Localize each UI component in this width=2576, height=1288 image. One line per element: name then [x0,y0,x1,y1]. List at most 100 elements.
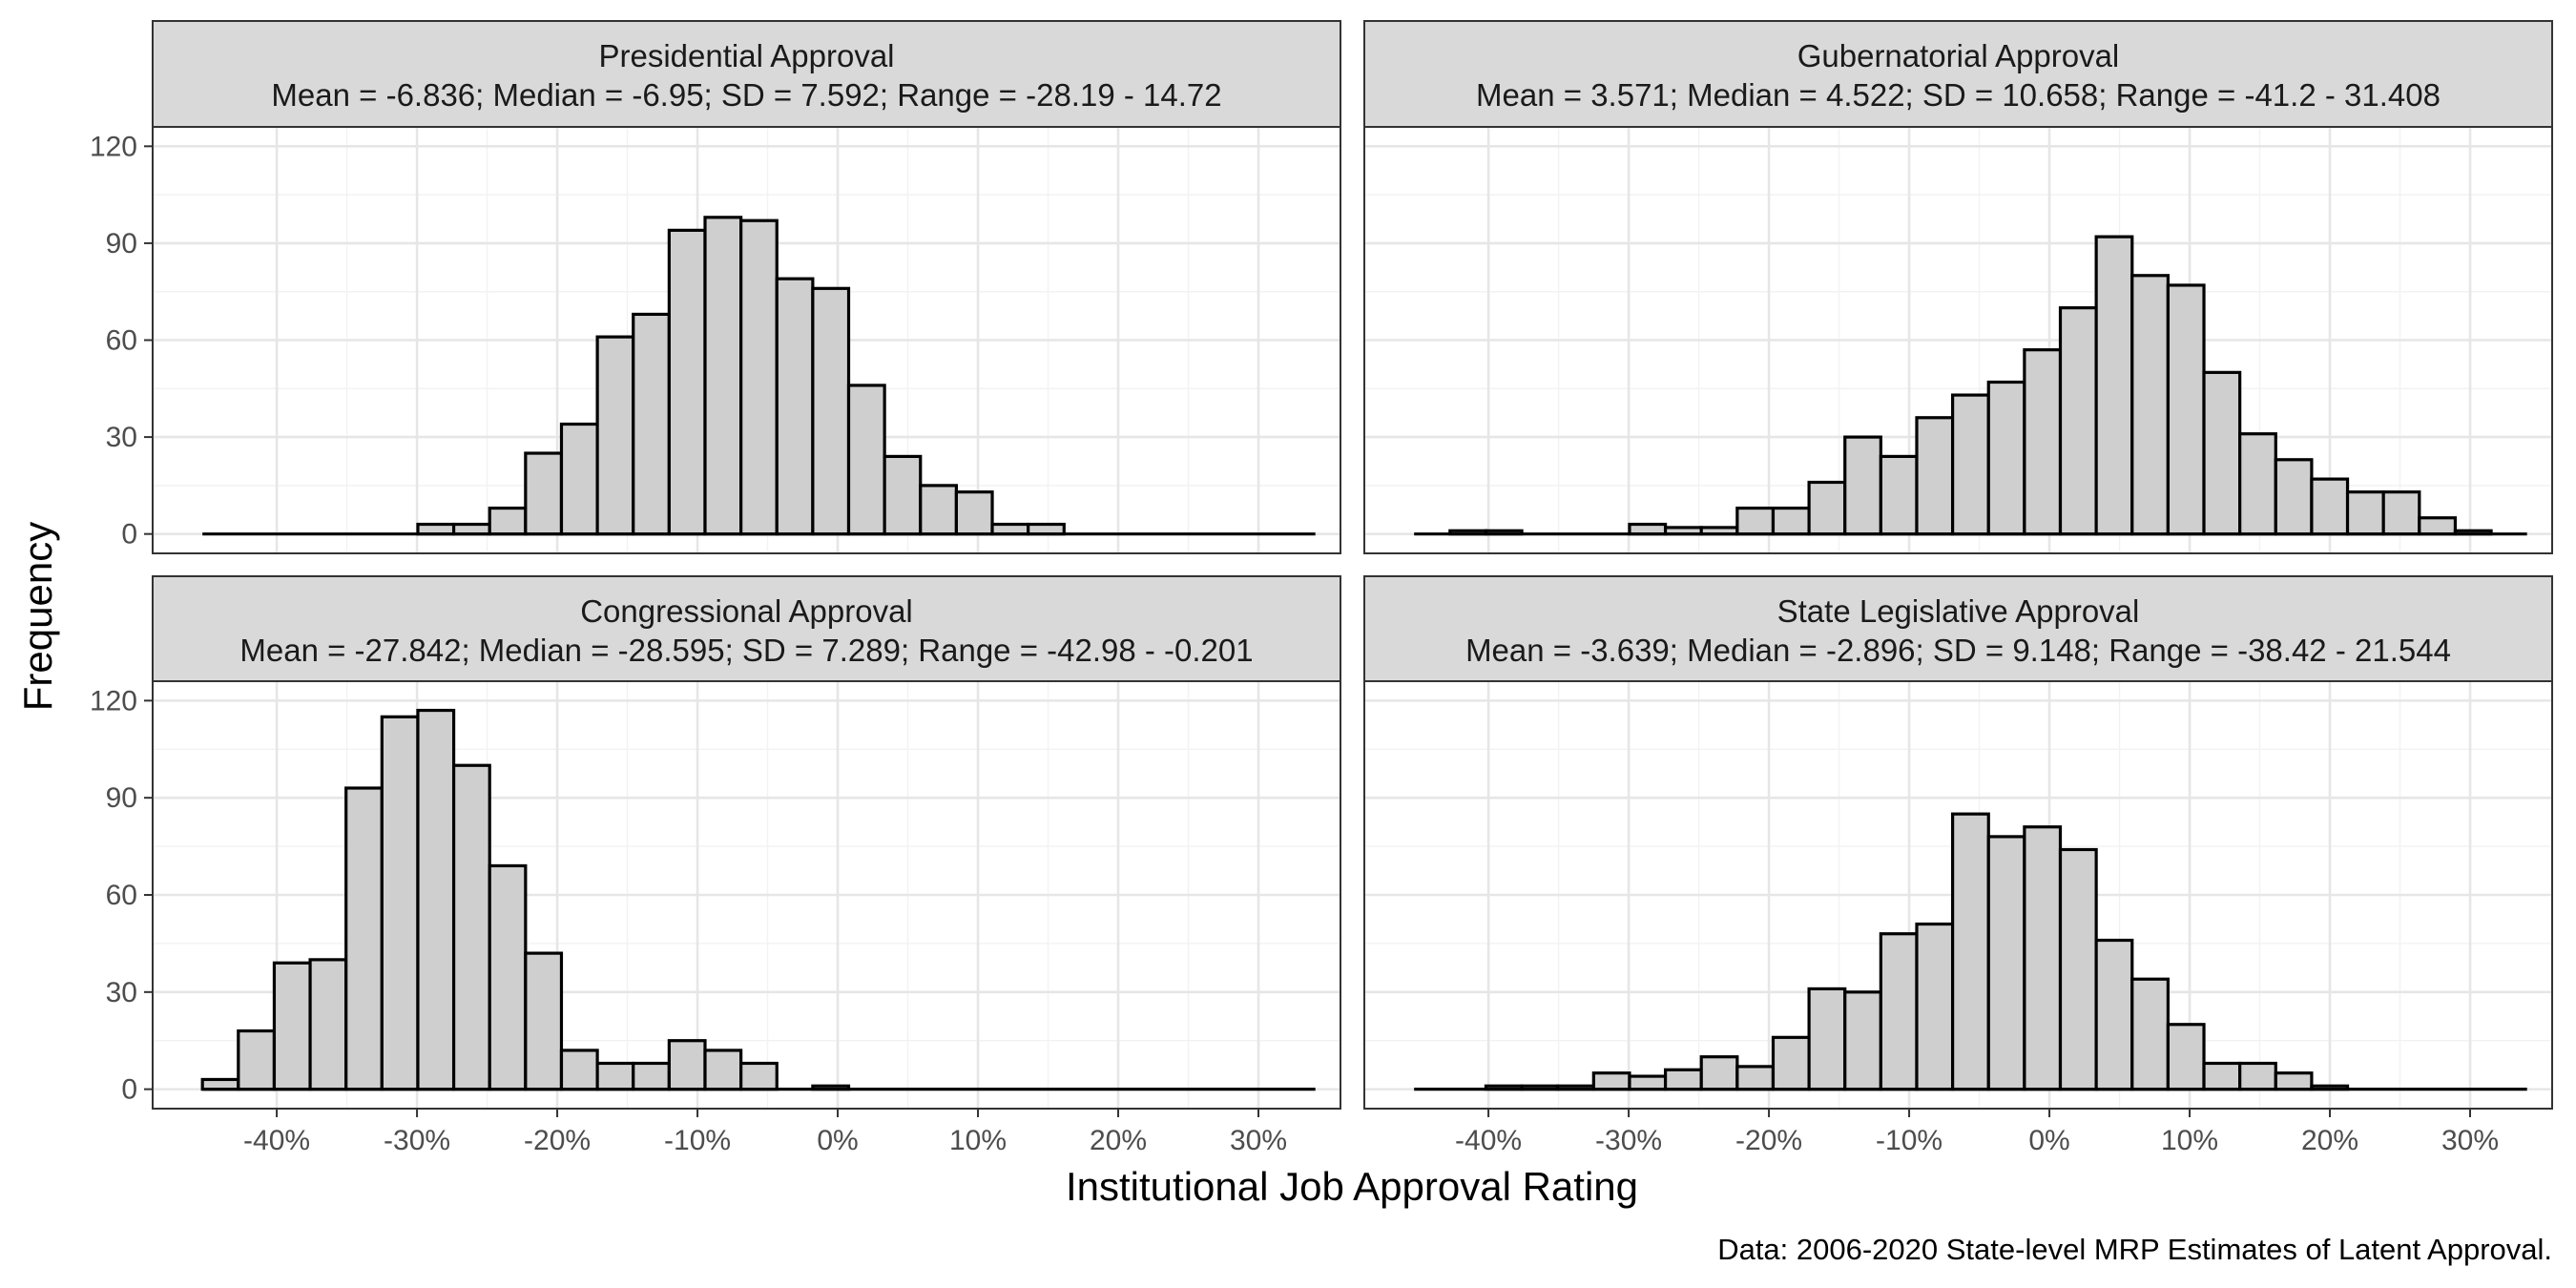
panel-3-y-tick-label: 30 [106,977,137,1008]
panel-4-x-tick-label: -10% [1876,1125,1942,1156]
panel-2-histogram-bar [1843,435,1882,536]
panel-2-histogram-bar [2310,477,2350,536]
panel-2-histogram-bar [1986,380,2026,536]
panel-4-histogram-bar [2310,1084,2350,1091]
panel-1-histogram-bar [1027,522,1066,536]
panel-3-histogram-bar [380,715,420,1091]
panel-4-x-tick-label: 10% [2161,1125,2218,1156]
panel-1-y-tick-label: 90 [106,228,137,260]
panel-1-title: Presidential Approval [598,38,894,73]
panel-1-histogram-bar [524,451,564,536]
panel-3-x-tick-label: 0% [817,1125,858,1156]
panel-4-histogram-bar [1663,1068,1703,1091]
panel-2-histogram-bar [2381,490,2421,536]
panel-3-subtitle: Mean = -27.842; Median = -28.595; SD = 7… [239,633,1253,668]
panel-3-x-tick-label: -20% [524,1125,591,1156]
panel-2-histogram-bar [2238,432,2277,536]
panel-4-histogram-bar [1591,1071,1631,1091]
panel-2-histogram-bar [1699,526,1739,536]
panel-3-x-tick-label: 20% [1090,1125,1147,1156]
panel-4-x-tick-label: 30% [2441,1125,2499,1156]
panel-4-x-tick-label: -40% [1455,1125,1522,1156]
panel-2-histogram-bar [2094,235,2134,536]
panel-2-histogram-bar [2453,529,2493,536]
panel-3-histogram-bar [237,1028,277,1091]
panel-3-histogram-bar [416,708,456,1091]
panel-1-histogram-bar [595,335,635,536]
x-axis-title: Institutional Job Approval Rating [1066,1164,1638,1209]
panel-3-histogram-bar [595,1061,635,1091]
panel-3-x-tick-label: -30% [384,1125,450,1156]
panel-2-histogram-bar [1484,529,1524,536]
panel-4-histogram-bar [1628,1074,1668,1091]
panel-4-subtitle: Mean = -3.639; Median = -2.896; SD = 9.1… [1465,633,2451,668]
panel-3-y-tick-label: 60 [106,880,137,911]
panel-2-histogram-bar [1915,416,1955,536]
panel-3-x-tick-label: -40% [243,1125,310,1156]
panel-4-x-tick-label: 20% [2301,1125,2358,1156]
panel-4-histogram-bar [2202,1061,2242,1091]
panel-2-histogram-bar [2418,516,2458,536]
panel-1-histogram-bar [451,522,491,536]
panel-2-histogram-bar [1663,526,1703,536]
panel-1-y-tick-label: 0 [121,519,137,551]
panel-4-histogram-bar [1520,1084,1560,1091]
panel-1-histogram-bar [632,312,671,536]
panel-3-x-tick-label: 30% [1230,1125,1287,1156]
panel-4-x-tick-label: 0% [2028,1125,2069,1156]
panel-3-strip [152,575,1341,682]
panel-1-histogram-bar [416,522,456,536]
panel-4-histogram-bar [1771,1035,1811,1091]
panel-4-histogram-bar [1484,1084,1524,1091]
panel-1-y-tick-label: 30 [106,422,137,453]
panel-2-histogram-bar [2023,348,2063,536]
panel-3-x-tick-label: -10% [664,1125,731,1156]
panel-2-histogram-bar [1879,454,1919,536]
panel-4-histogram-bar [1807,987,1847,1091]
panel-4-histogram-bar [2274,1071,2314,1091]
y-axis-title: Frequency [15,522,60,711]
panel-2-histogram-bar [2130,274,2170,536]
panel-4-histogram-bar [1843,990,1882,1091]
panel-3-histogram-bar [308,958,348,1091]
panel-1-histogram-bar [703,216,743,536]
panel-2-histogram-bar [1628,522,1668,536]
panel-1-histogram-bar [775,277,815,536]
panel-4-histogram-bar [2023,825,2063,1091]
panel-2-histogram-bar [1807,480,1847,536]
chart-caption: Data: 2006-2020 State-level MRP Estimate… [1717,1233,2552,1266]
panel-1-histogram-bar [846,384,886,536]
panel-1-y-tick-label: 120 [90,131,137,162]
panel-1-strip [152,20,1341,128]
panel-2-histogram-bar [1951,393,1990,536]
panel-4-histogram-bar [1986,835,2026,1091]
panel-4-x-tick-label: -20% [1735,1125,1802,1156]
panel-1-y-tick-label: 60 [106,325,137,357]
panel-4-histogram-bar [2238,1061,2277,1091]
panel-3-histogram-bar [524,951,564,1091]
panel-2-histogram-bar [2166,283,2206,536]
panel-3-histogram-bar [667,1039,707,1091]
panel-3-x-tick-label: 10% [949,1125,1007,1156]
panel-4-histogram-bar [2130,977,2170,1091]
panel-4-histogram-bar [1556,1084,1595,1091]
panel-3-histogram-bar [632,1061,671,1091]
panel-3-title: Congressional Approval [580,593,913,629]
panel-1-histogram-bar [667,228,707,536]
panel-3-y-tick-label: 120 [90,685,137,717]
panel-3-histogram-bar [344,786,384,1091]
panel-1-histogram-bar [488,506,528,536]
panel-3-histogram-bar [451,763,491,1091]
panel-1-histogram-bar [811,286,851,536]
panel-4-histogram-bar [1699,1055,1739,1091]
panel-1-histogram-bar [919,484,958,536]
panel-4-histogram-bar [2166,1023,2206,1091]
panel-2-title: Gubernatorial Approval [1797,38,2120,73]
panel-3-histogram-bar [272,961,312,1091]
panel-3-y-tick-label: 90 [106,782,137,814]
panel-4-histogram-bar [2058,847,2098,1091]
panel-1-histogram-bar [559,422,599,536]
panel-3-histogram-bar [200,1077,240,1091]
